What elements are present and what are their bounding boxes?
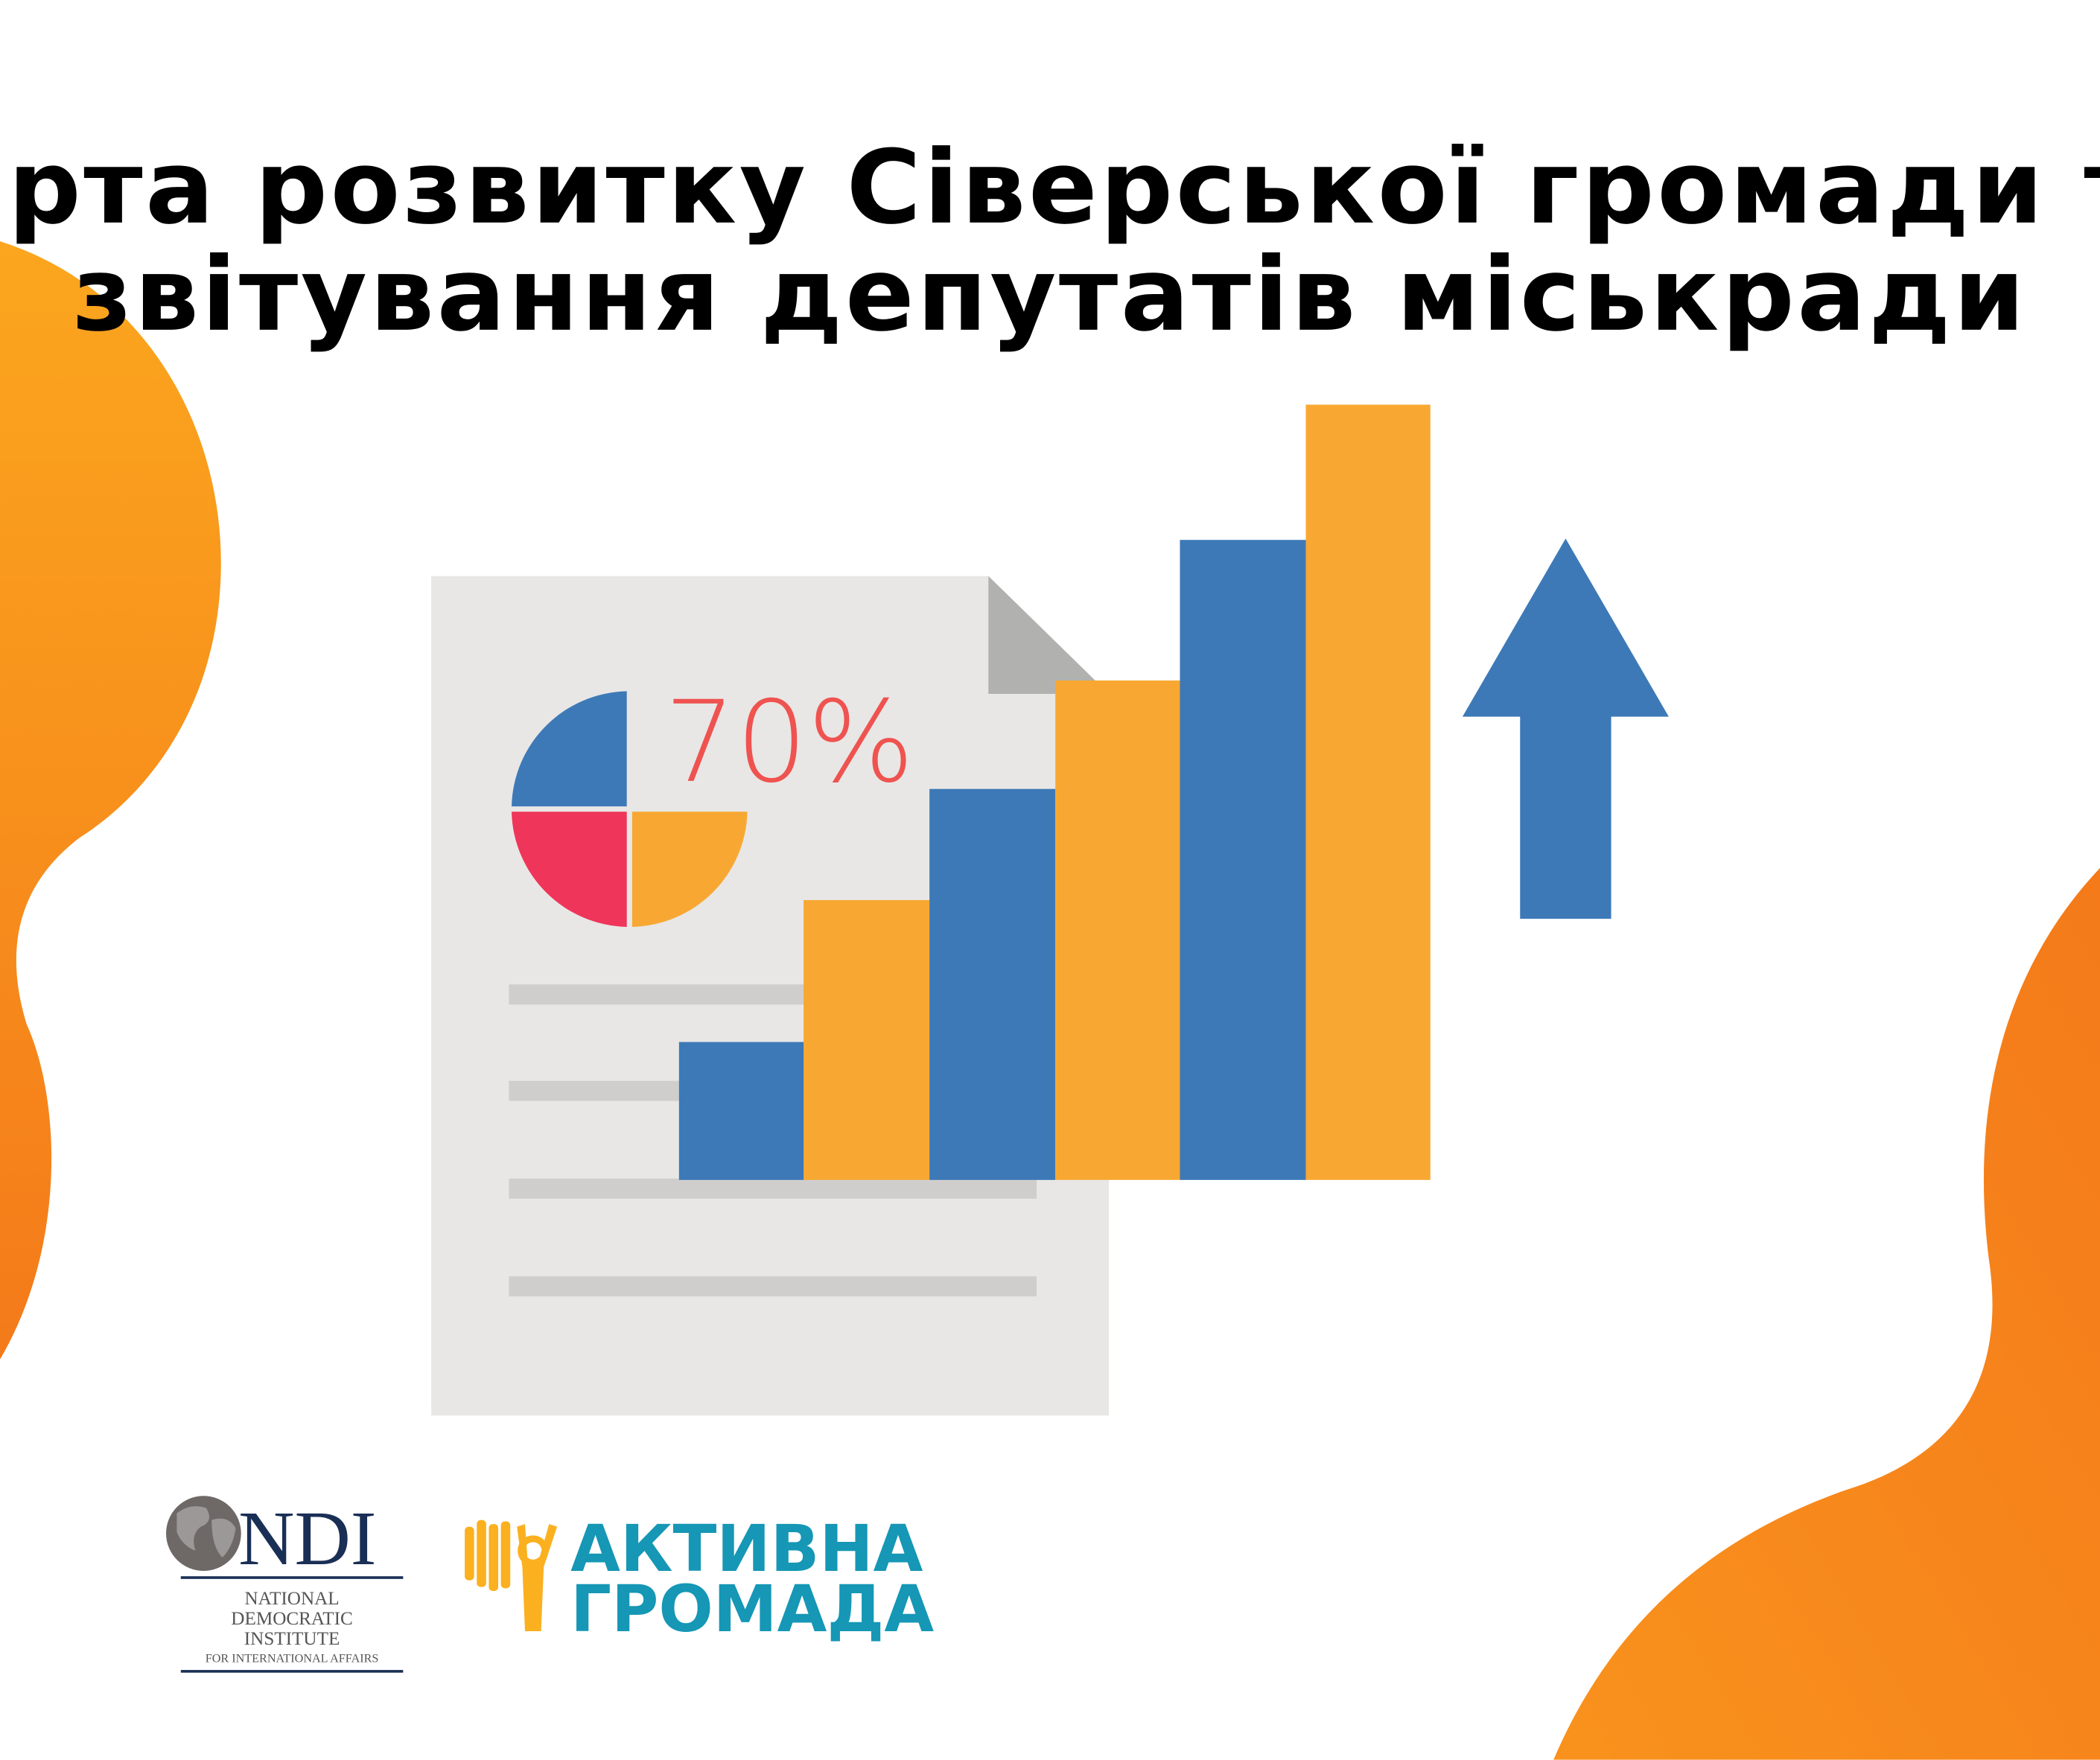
bar-4 [1055,680,1182,1180]
bar-2 [804,899,930,1180]
active-community-line-2: ГРОМАДА [570,1572,934,1647]
text-line [509,1179,1037,1199]
text-line [509,1276,1037,1297]
ndi-line-3: INSTITUTE [244,1629,340,1649]
arrow-up-icon [1462,538,1669,919]
title-line-1: Карта розвитку Сіверської громади та [0,129,2100,247]
pie-chart-icon [512,691,748,927]
ndi-line-1: NATIONAL [244,1589,339,1609]
bar-5 [1180,540,1306,1180]
pie-slice-red [512,812,627,927]
active-community-logo: АКТИВНА ГРОМАДА [465,1512,934,1647]
folded-corner [988,575,1110,695]
bar-chart-icon [678,404,1431,1180]
raised-hands-icon [465,1520,558,1631]
bar-3 [929,788,1056,1180]
right-orange-blob [1553,867,2100,1760]
bar-1 [678,1042,805,1180]
left-orange-blob [0,241,221,1359]
ndi-line-2: DEMOCRATIC [231,1609,353,1629]
percent-label: 70% [664,677,914,808]
ndi-logo: NDI NATIONAL DEMOCRATIC INSTITUTE FOR IN… [166,1495,404,1673]
pie-slice-orange [631,812,748,927]
bar-6 [1305,404,1431,1180]
active-community-line-1: АКТИВНА [570,1512,923,1587]
pie-slice-blue [512,691,627,807]
globe-icon [166,1496,241,1572]
ndi-line-4: FOR INTERNATIONAL AFFAIRS [206,1652,379,1665]
title-line-2: звітування депутатів міськради [73,236,2028,354]
ndi-mark: NDI [238,1495,376,1581]
